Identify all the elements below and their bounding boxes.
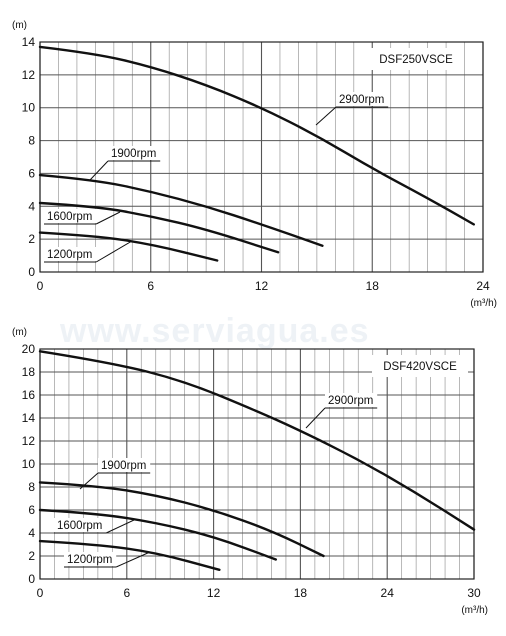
curve-2900rpm (38, 350, 476, 531)
callout-bg (336, 92, 389, 106)
watermark-text: www.serviagua.es (59, 312, 370, 350)
x-tick-label: 12 (207, 586, 221, 600)
callout-bg (98, 458, 151, 472)
chart-dsf420vsce: 0 6 12 18 24 3002468101214161820(m)(m³/h)DSF4… (12, 327, 488, 616)
callout-label-1600rpm: 1600rpm (47, 211, 92, 223)
x-tick-label: 12 (255, 279, 269, 293)
plot-frame (39, 348, 475, 580)
y-tick-label: 6 (28, 166, 35, 180)
curve-1600rpm (38, 508, 278, 561)
callout-label-2900rpm: 2900rpm (339, 94, 384, 106)
curve-2900rpm (38, 45, 475, 226)
callout-bg (44, 247, 97, 261)
x-axis-label: (m³/h) (461, 605, 488, 616)
x-tick-label: 18 (366, 279, 380, 293)
x-tick-label: 0 (37, 586, 44, 600)
y-tick-label: 10 (22, 101, 36, 115)
callout-leader (95, 240, 133, 263)
y-tick-label: 4 (28, 526, 35, 540)
x-tick-label: 6 (147, 279, 154, 293)
y-tick-label: 16 (22, 388, 36, 402)
curve-1900rpm (38, 481, 325, 558)
y-tick-label: 2 (28, 549, 35, 563)
y-tick-label: 6 (28, 503, 35, 517)
y-axis-label: (m) (12, 20, 27, 31)
callout-leader (105, 519, 135, 534)
callout-label-1200rpm: 1200rpm (67, 554, 112, 566)
x-tick-label: 18 (294, 586, 308, 600)
callout-leader (95, 211, 121, 225)
x-tick-label: 24 (381, 586, 395, 600)
callout-label-2900rpm: 2900rpm (328, 395, 373, 407)
plot-frame (39, 41, 484, 273)
callout-bg (325, 393, 378, 407)
callout-leader (315, 106, 337, 126)
curve-1900rpm (38, 173, 324, 247)
y-tick-label: 10 (22, 457, 36, 471)
x-tick-label: 30 (467, 586, 481, 600)
curve-1200rpm (38, 231, 219, 262)
y-tick-label: 12 (22, 68, 36, 82)
callout-label-1200rpm: 1200rpm (47, 249, 92, 261)
y-tick-label: 8 (28, 134, 35, 148)
y-tick-label: 20 (22, 342, 36, 356)
curve-1600rpm (38, 201, 280, 254)
callout-label-1900rpm: 1900rpm (101, 460, 146, 472)
y-tick-label: 0 (28, 265, 35, 279)
x-tick-label: 0 (37, 279, 44, 293)
callout-leader (89, 160, 109, 181)
y-tick-label: 2 (28, 232, 35, 246)
model-label-box (372, 355, 468, 377)
x-axis-label: (m³/h) (470, 298, 497, 309)
y-axis-label: (m) (12, 327, 27, 338)
y-tick-label: 12 (22, 434, 36, 448)
x-tick-label: 6 (123, 586, 130, 600)
callout-leader (79, 472, 99, 490)
y-tick-label: 14 (22, 35, 36, 49)
y-tick-label: 8 (28, 480, 35, 494)
callout-label-1600rpm: 1600rpm (57, 520, 102, 532)
callout-leader (305, 407, 326, 429)
model-label: DSF420VSCE (383, 361, 457, 373)
callout-bg (108, 146, 161, 160)
y-tick-label: 18 (22, 365, 36, 379)
callout-bg (54, 518, 107, 532)
callout-bg (64, 552, 117, 566)
y-tick-label: 14 (22, 411, 36, 425)
x-tick-label: 24 (476, 279, 490, 293)
y-tick-label: 0 (28, 572, 35, 586)
model-label-box (368, 48, 464, 70)
chart-dsf250vsce: 0 6 12 18 2402468101214(m)(m³/h)DSF250VSCE29… (12, 20, 497, 309)
callout-leader (115, 551, 151, 568)
callout-label-1900rpm: 1900rpm (111, 148, 156, 160)
y-tick-label: 4 (28, 199, 35, 213)
model-label: DSF250VSCE (379, 54, 453, 66)
callout-bg (44, 209, 97, 223)
curve-1200rpm (38, 539, 221, 571)
